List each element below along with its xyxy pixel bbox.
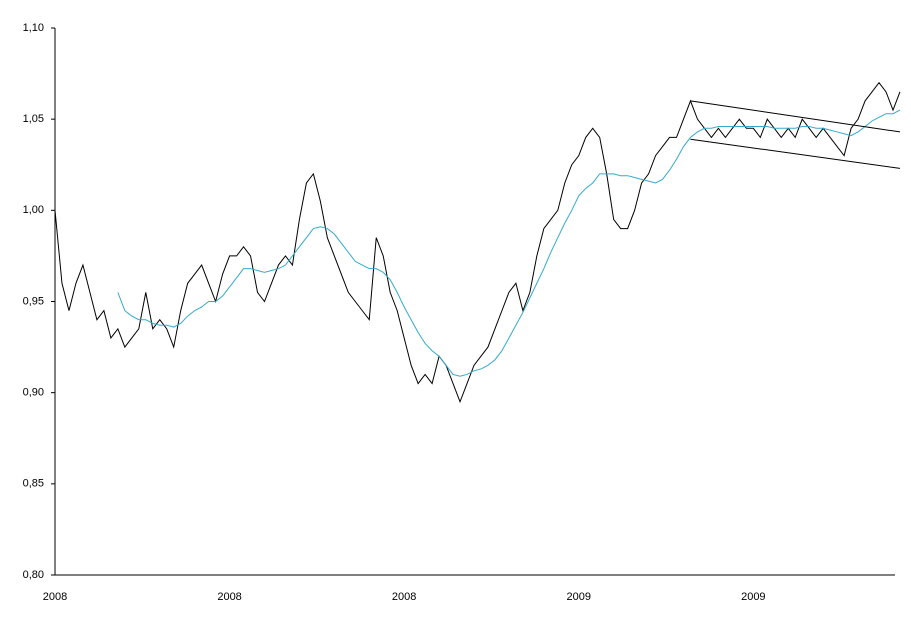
y-tick-label: 0,80 [23,569,44,581]
y-tick-label: 1,05 [23,113,44,125]
x-tick-label: 2008 [217,591,241,603]
series-line [54,81,901,404]
x-tick-label: 2009 [567,591,591,603]
x-tick-label: 2009 [741,591,765,603]
trend-line [690,138,901,169]
y-tick-label: 1,10 [23,22,44,34]
y-tick-label: 0,90 [23,387,44,399]
y-tick-label: 1,00 [23,204,44,216]
x-tick-label: 2008 [392,591,416,603]
y-tick-label: 0,85 [23,478,44,490]
series-line [117,109,901,377]
y-tick-label: 0,95 [23,295,44,307]
x-tick-label: 2008 [43,591,67,603]
trend-line [690,100,901,133]
